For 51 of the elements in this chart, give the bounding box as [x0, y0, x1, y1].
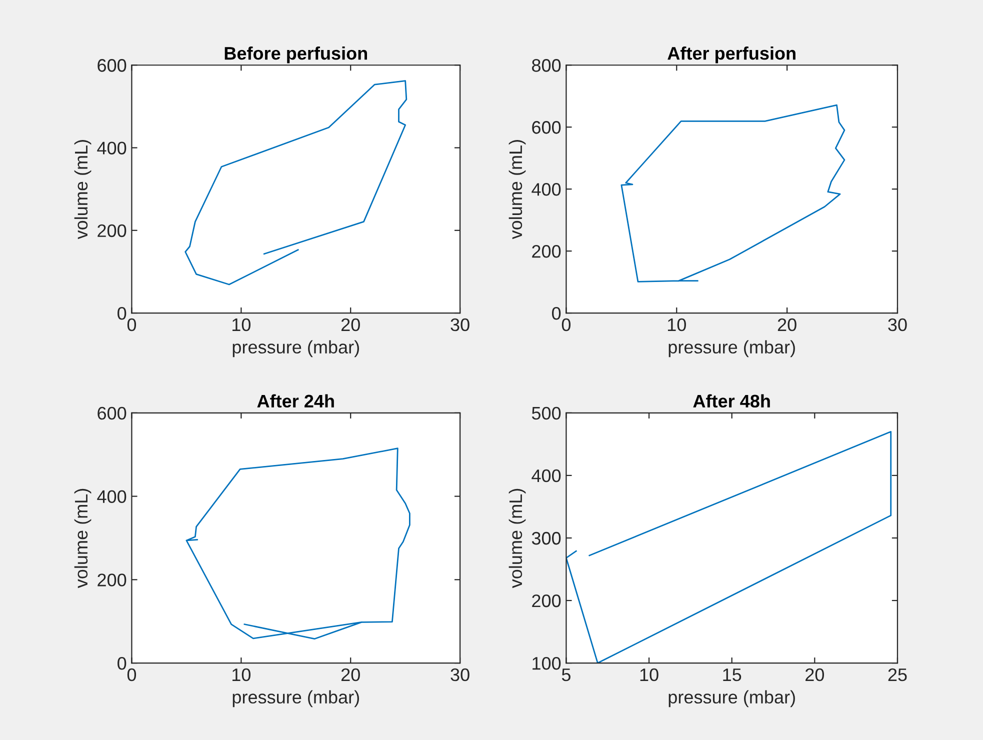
x-tick-label: 20	[341, 318, 360, 332]
chart-title: After 48h	[693, 394, 770, 408]
y-tick-label: 0	[552, 306, 561, 320]
y-tick-label: 200	[98, 574, 126, 586]
x-tick-label: 30	[450, 318, 470, 332]
y-tick-label: 0	[118, 656, 126, 670]
x-axis-title: pressure (mbar)	[668, 340, 795, 358]
y-tick-label: 600	[532, 121, 561, 134]
chart-title: Before perfusion	[224, 46, 367, 64]
y-tick-label: 400	[97, 142, 126, 154]
y-tick-label: 200	[98, 224, 126, 238]
line-series	[184, 80, 408, 286]
x-tick-label: 20	[806, 668, 824, 682]
line-series	[620, 104, 846, 282]
y-axis-title: volume (mL)	[74, 488, 92, 588]
y-tick-label: 400	[532, 183, 561, 196]
x-tick-label: 30	[888, 318, 907, 332]
y-axis-title: volume (mL)	[74, 140, 92, 240]
y-tick-label: 600	[98, 59, 126, 72]
x-tick-label: 30	[450, 668, 470, 682]
y-tick-label: 300	[532, 532, 561, 545]
x-tick-label: 15	[723, 668, 742, 682]
y-tick-label: 500	[532, 406, 561, 420]
x-tick-label: 0	[562, 318, 571, 332]
x-tick-label: 20	[778, 318, 796, 332]
x-tick-label: 10	[232, 318, 250, 332]
x-tick-label: 10	[668, 318, 686, 332]
x-tick-label: 20	[341, 668, 360, 682]
y-tick-label: 800	[532, 59, 561, 72]
x-axis-title: pressure (mbar)	[232, 340, 359, 358]
y-tick-label: 600	[98, 406, 126, 420]
y-axis-title: volume (mL)	[508, 488, 526, 588]
x-tick-label: 10	[232, 668, 250, 682]
y-tick-label: 100	[532, 656, 561, 670]
y-tick-label: 0	[118, 306, 126, 320]
line-series	[566, 430, 892, 664]
x-tick-label: 5	[562, 668, 570, 682]
y-tick-label: 400	[532, 469, 561, 482]
chart-title: After perfusion	[668, 46, 796, 64]
x-tick-label: 0	[127, 318, 136, 332]
x-tick-label: 10	[640, 668, 658, 682]
chart-title: After 24h	[257, 394, 334, 408]
y-tick-label: 200	[532, 244, 561, 258]
y-axis-title: volume (mL)	[508, 140, 526, 240]
line-series	[186, 448, 410, 640]
x-axis-title: pressure (mbar)	[668, 690, 795, 708]
x-tick-label: 0	[127, 668, 136, 682]
y-tick-label: 400	[97, 490, 126, 504]
y-tick-label: 200	[532, 594, 561, 608]
x-axis-title: pressure (mbar)	[232, 690, 359, 708]
x-tick-label: 25	[888, 668, 907, 682]
